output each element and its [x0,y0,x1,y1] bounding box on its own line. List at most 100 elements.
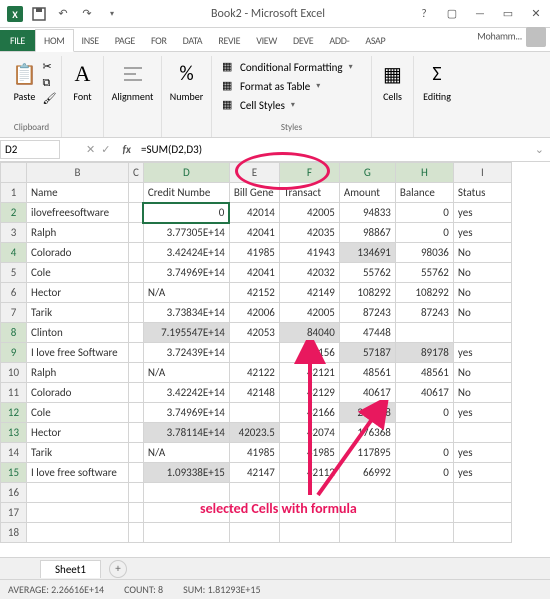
cell[interactable]: 42149 [279,283,339,303]
cell[interactable]: No [453,243,511,263]
qat-more-icon[interactable] [100,3,122,25]
cell[interactable]: 0 [395,443,453,463]
cell[interactable] [339,523,395,543]
cell[interactable] [129,423,144,443]
alignment-button[interactable]: Alignment [108,58,158,105]
paste-button[interactable]: 📋 Paste [7,58,43,106]
cell[interactable] [27,503,129,523]
tab-file[interactable]: FILE [0,30,35,51]
cell[interactable] [453,483,511,503]
sheet-tab[interactable]: Sheet1 [40,560,101,578]
cell[interactable]: 98867 [339,223,395,243]
cell[interactable]: Hector [27,283,129,303]
cell[interactable]: 41985 [229,243,279,263]
cell[interactable]: yes [453,443,511,463]
cell[interactable] [27,523,129,543]
redo-icon[interactable]: ↷ [76,3,98,25]
tab-addins[interactable]: ADD- [321,30,357,51]
cell[interactable]: I love free Software [27,343,129,363]
col-header[interactable]: G [339,163,395,183]
cell[interactable]: 84040 [279,323,339,343]
col-header[interactable]: C [129,163,144,183]
number-button[interactable]: % Number [166,58,207,105]
cell[interactable] [129,263,144,283]
cell[interactable]: 3.74969E+14 [143,263,229,283]
cell[interactable]: 47448 [339,323,395,343]
cell[interactable]: yes [453,343,511,363]
col-header[interactable]: D [143,163,229,183]
tab-developer[interactable]: DEVE [285,30,321,51]
help-icon[interactable]: ? [410,3,438,25]
cell[interactable]: No [453,263,511,283]
cell[interactable]: 42152 [229,283,279,303]
tab-page[interactable]: PAGE [107,30,143,51]
cell[interactable]: Colorado [27,383,129,403]
cell[interactable] [143,503,229,523]
user-account[interactable]: Mohamm... [469,23,550,51]
cell[interactable] [129,203,144,223]
cell[interactable]: ilovefreesoftware [27,203,129,223]
row-header[interactable]: 7 [1,303,27,323]
row-header[interactable]: 16 [1,483,27,503]
cell[interactable]: 42041 [229,223,279,243]
cell[interactable] [453,323,511,343]
undo-icon[interactable]: ↶ [52,3,74,25]
cell[interactable]: N/A [143,443,229,463]
cell[interactable] [453,523,511,543]
cell[interactable] [395,483,453,503]
cell[interactable]: 40617 [395,383,453,403]
cell[interactable] [129,503,144,523]
cell[interactable] [143,483,229,503]
cell[interactable]: Name [27,183,129,203]
cell[interactable] [129,323,144,343]
row-header[interactable]: 11 [1,383,27,403]
cell[interactable] [129,363,144,383]
maximize-icon[interactable]: ▭ [494,3,522,25]
cell[interactable]: 108292 [395,283,453,303]
tab-view[interactable]: VIEW [248,30,285,51]
tab-data[interactable]: DATA [175,30,211,51]
cell[interactable] [339,503,395,523]
ribbon-options-icon[interactable]: ▢ [438,3,466,25]
cell[interactable]: 42129 [279,383,339,403]
cell[interactable]: Amount [339,183,395,203]
cell[interactable] [129,243,144,263]
cell[interactable]: Tarik [27,303,129,323]
cell[interactable]: 87243 [339,303,395,323]
cell[interactable]: 42023.5 [229,423,279,443]
cell[interactable] [129,483,144,503]
row-header[interactable]: 10 [1,363,27,383]
cell[interactable]: Bill Gene [229,183,279,203]
tab-insert[interactable]: INSE [74,30,107,51]
cell[interactable] [27,483,129,503]
cell[interactable]: 89178 [395,343,453,363]
tab-asap[interactable]: ASAP [357,30,393,51]
format-as-table-button[interactable]: ▦Format as Table [218,77,324,95]
cell[interactable]: 3.78114E+14 [143,423,229,443]
cell[interactable]: No [453,303,511,323]
close-icon[interactable]: ✕ [522,3,550,25]
cell[interactable] [229,483,279,503]
expand-formula-icon[interactable]: ⌄ [529,143,550,156]
cell[interactable]: 98036 [395,243,453,263]
cell[interactable] [129,523,144,543]
fx-icon[interactable]: fx [116,143,137,156]
cell[interactable]: yes [453,463,511,483]
cell[interactable]: 42006 [229,303,279,323]
col-header[interactable]: B [27,163,129,183]
cell[interactable]: No [453,363,511,383]
row-header[interactable]: 5 [1,263,27,283]
font-button[interactable]: A Font [65,58,101,105]
cell[interactable]: N/A [143,283,229,303]
cell[interactable]: 57187 [339,343,395,363]
cell[interactable]: No [453,383,511,403]
cell[interactable]: 42005 [279,303,339,323]
cell[interactable]: Credit Numbe [143,183,229,203]
row-header[interactable]: 2 [1,203,27,223]
cell[interactable]: 0 [395,223,453,243]
cell[interactable] [229,343,279,363]
cell[interactable] [453,423,511,443]
editing-button[interactable]: Σ Editing [419,58,455,105]
format-painter-icon[interactable]: 🖌 [43,92,57,106]
cell[interactable]: 176368 [339,423,395,443]
